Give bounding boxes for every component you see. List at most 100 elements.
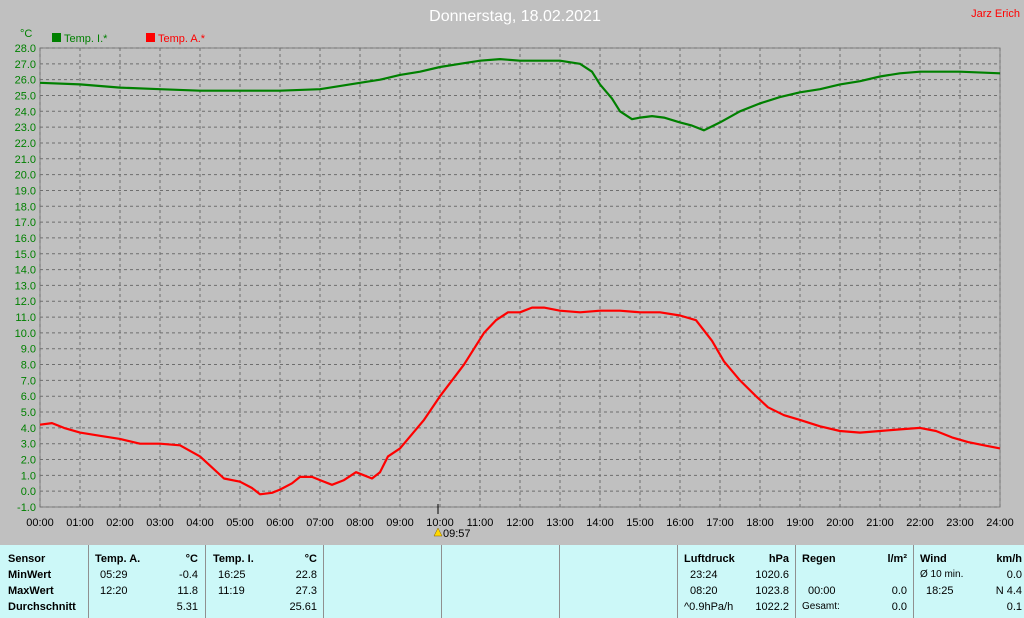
temp-a-header: Temp. A. [95,553,141,565]
author-label: Jarz Erich [971,8,1020,20]
x-tick-label: 07:00 [306,517,334,529]
y-tick-label: 17.0 [15,217,36,229]
series-lines [39,58,1001,496]
time-marker-label: 09:57 [443,528,471,540]
y-unit-label: °C [20,28,32,40]
x-tick-label: 20:00 [826,517,854,529]
x-axis-ticks: 00:00 01:00 02:00 03:00 04:00 05:00 06:00 07:00… [26,517,1014,529]
chart-title: Donnerstag, 18.02.2021 [429,8,601,25]
y-tick-label: 3.0 [21,439,36,451]
x-tick-label: 01:00 [66,517,94,529]
x-tick-label: 18:00 [746,517,774,529]
x-tick-label: 22:00 [906,517,934,529]
x-tick-label: 19:00 [786,517,814,529]
x-tick-label: 23:00 [946,517,974,529]
temperature-chart: Donnerstag, 18.02.2021 Jarz Erich °C Tem… [15,8,1020,540]
avg-row-label: Durchschnitt [8,601,76,613]
y-tick-label: 21.0 [15,154,36,166]
x-tick-label: 16:00 [666,517,694,529]
x-tick-label: 05:00 [226,517,254,529]
sensor-header: Sensor [8,553,46,565]
x-tick-label: 08:00 [346,517,374,529]
y-tick-label: 6.0 [21,391,36,403]
statistics-panel: Sensor MinWert MaxWert Durchschnitt Temp… [0,545,1024,618]
y-tick-label: 25.0 [15,90,36,102]
rain-total-label: Gesamt: [802,601,840,612]
divider [559,545,560,618]
temp-i-min-time: 16:25 [218,569,246,581]
series-line-indoor [39,58,1001,132]
legend-swatch-indoor [52,33,61,42]
y-tick-label: 7.0 [21,375,36,387]
legend-label-indoor: Temp. I.* [64,33,108,45]
divider [441,545,442,618]
x-tick-label: 06:00 [266,517,294,529]
pressure-trend-label: ^0.9hPa/h [684,601,734,613]
y-tick-label: 26.0 [15,75,36,87]
divider [88,545,89,618]
y-axis-ticks: -1.0 0.0 1.0 2.0 3.0 4.0 5.0 6.0 7.0 8.0 9.0 10.0 11… [15,43,36,514]
marker-icon [433,527,443,537]
y-tick-label: 1.0 [21,470,36,482]
y-tick-label: 5.0 [21,407,36,419]
x-tick-label: 04:00 [186,517,214,529]
temp-a-max-value: 11.8 [177,585,198,597]
y-tick-label: 20.0 [15,170,36,182]
divider [677,545,678,618]
divider [913,545,914,618]
temp-i-unit: °C [304,553,317,565]
series-line-outdoor [39,306,1001,496]
min-row-label: MinWert [8,569,52,581]
y-tick-label: 22.0 [15,138,36,150]
grid-lines [39,47,1001,508]
x-tick-label: 09:00 [386,517,414,529]
pressure-unit: hPa [768,553,789,565]
temp-a-min-time: 05:29 [100,569,128,581]
y-tick-label: -1.0 [17,502,36,514]
x-tick-label: 24:00 [986,517,1014,529]
temp-i-avg-value: 25.61 [289,601,317,613]
y-tick-label: 8.0 [21,360,36,372]
temp-a-unit: °C [185,553,198,565]
y-tick-label: 2.0 [21,455,36,467]
y-tick-label: 0.0 [21,486,36,498]
rain-row1-value: 0.0 [891,585,907,597]
rain-total-value: 0.0 [891,601,907,613]
temp-a-min-value: -0.4 [179,569,198,581]
temp-i-max-value: 27.3 [295,585,317,597]
y-tick-label: 4.0 [21,423,36,435]
wind-direction-value: N 4.4 [995,585,1022,597]
rain-time: 00:00 [808,585,836,597]
wind-header: Wind [920,553,947,565]
wind-unit: km/h [996,553,1022,565]
x-tick-label: 21:00 [866,517,894,529]
wind-avg-label: Ø 10 min. [920,569,964,580]
x-tick-label: 13:00 [546,517,574,529]
wind-value-3: 0.1 [1006,601,1022,613]
max-row-label: MaxWert [8,585,54,597]
y-tick-label: 14.0 [15,265,36,277]
y-tick-label: 15.0 [15,249,36,261]
pressure-min-value: 1020.6 [755,569,789,581]
temp-i-min-value: 22.8 [295,569,317,581]
temp-a-max-time: 12:20 [100,585,128,597]
y-tick-label: 13.0 [15,280,36,292]
x-tick-label: 14:00 [586,517,614,529]
wind-time: 18:25 [926,585,954,597]
y-tick-label: 16.0 [15,233,36,245]
y-tick-label: 28.0 [15,43,36,55]
pressure-trend-value: 1022.2 [755,601,789,613]
x-tick-label: 15:00 [626,517,654,529]
rain-header: Regen [802,553,836,565]
y-tick-label: 12.0 [15,296,36,308]
divider [795,545,796,618]
pressure-max-value: 1023.8 [755,585,789,597]
y-tick-label: 19.0 [15,185,36,197]
pressure-max-time: 08:20 [690,585,718,597]
x-tick-label: 03:00 [146,517,174,529]
y-tick-label: 11.0 [15,312,36,324]
y-tick-label: 24.0 [15,106,36,118]
legend: Temp. I.* Temp. A.* [52,33,206,45]
rain-unit: l/m² [887,553,907,565]
x-tick-label: 12:00 [506,517,534,529]
